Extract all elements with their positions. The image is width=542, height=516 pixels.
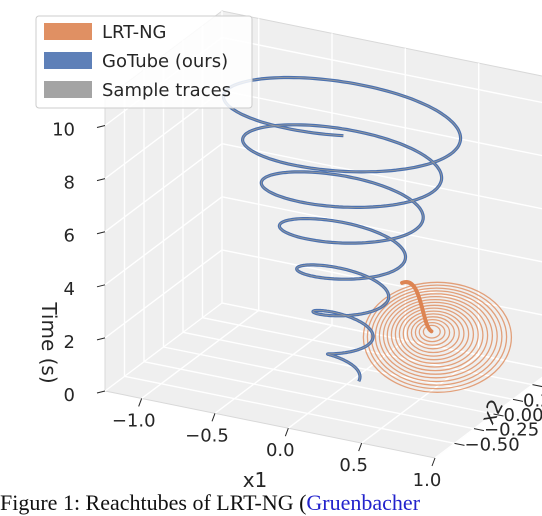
- y-tick-mark: [473, 428, 485, 432]
- lrt-ng-ring: [414, 318, 451, 346]
- grid-line: [202, 317, 533, 386]
- grid-line: [104, 302, 223, 392]
- z-tick-mark: [96, 178, 106, 182]
- legend-label: Sample traces: [102, 80, 231, 101]
- x-tick-mark: [431, 457, 436, 467]
- z-tick-label: 4: [64, 279, 75, 300]
- z-axis-label: Time (s): [37, 301, 61, 383]
- z-tick-label: 0: [64, 385, 75, 406]
- grid-line: [143, 361, 475, 430]
- grid-line: [124, 375, 455, 444]
- x-axis-label-letter: x1: [243, 468, 268, 492]
- x-tick-label: 0.5: [339, 455, 368, 476]
- legend-label: GoTube (ours): [102, 51, 228, 72]
- z-tick-mark: [96, 231, 106, 235]
- y-tick-mark: [493, 413, 504, 417]
- y-tick-label: 0.00: [504, 405, 542, 426]
- x-tick-mark: [211, 413, 216, 422]
- y-tick-label: −0.25: [484, 420, 539, 441]
- lrt-ng-trajectory: [400, 280, 434, 334]
- lrt-ng-ring: [390, 301, 479, 368]
- lrt-ng-reachtube: [362, 280, 513, 393]
- x-tick-label: 1.0: [413, 470, 442, 491]
- y-tick-label: −0.50: [465, 434, 520, 455]
- y-tick-mark: [454, 442, 465, 446]
- lrt-ng-ring: [382, 295, 489, 375]
- grid-line: [182, 331, 514, 400]
- y-tick-mark: [532, 384, 542, 388]
- grid-line: [221, 143, 542, 210]
- z-tick-label: 8: [64, 173, 75, 194]
- lrt-ng-ring: [406, 313, 460, 354]
- grid-line: [104, 249, 223, 339]
- z-tick-label: 2: [64, 332, 75, 353]
- z-tick-label: 10: [52, 120, 75, 141]
- lrt-ng-ring: [418, 321, 446, 343]
- caption-prefix: Figure 1: Reachtubes of LRT-NG (: [0, 490, 307, 515]
- grid-line: [163, 346, 494, 415]
- z-tick-labels: 0 2 4 6 8 10: [52, 120, 106, 406]
- y-tick-labels: −0.50−0.250.000.250.500.75: [454, 384, 542, 455]
- lrt-ng-ring: [370, 287, 503, 386]
- lrt-ng-ring: [398, 307, 470, 361]
- lrt-ng-ring: [402, 310, 465, 357]
- plot-series: [221, 75, 513, 393]
- lrt-ng-ring: [362, 281, 513, 393]
- lrt-ng-ring: [366, 284, 508, 390]
- grid-line: [221, 89, 542, 157]
- lrt-ng-ring: [378, 293, 494, 379]
- sample-traces: [222, 77, 462, 382]
- lrt-ng-ring: [410, 316, 456, 350]
- legend-swatch: [44, 81, 92, 98]
- z-tick-mark: [96, 390, 106, 394]
- lrt-ng-ring: [386, 298, 484, 372]
- z-tick-mark: [96, 284, 106, 288]
- z-tick-label: 6: [64, 226, 75, 247]
- grid-line: [104, 143, 223, 233]
- legend: LRT-NG GoTube (ours) Sample traces: [35, 15, 253, 109]
- grid-line: [104, 196, 223, 286]
- z-tick-mark: [96, 125, 106, 129]
- y-tick-mark: [512, 398, 524, 402]
- x-tick-mark: [284, 428, 289, 437]
- x-tick-mark: [358, 442, 363, 452]
- legend-label: LRT-NG: [102, 22, 166, 43]
- lrt-ng-ring: [422, 324, 441, 339]
- lrt-ng-ring: [374, 290, 498, 383]
- lrt-ng-ring: [394, 304, 475, 364]
- x-tick-mark: [138, 398, 143, 407]
- grid-line: [221, 36, 542, 104]
- x-axis-label: x1: [243, 468, 268, 492]
- z-tick-mark: [96, 337, 106, 341]
- caption-citation-link[interactable]: Gruenbacher: [306, 490, 421, 515]
- x-tick-labels: −1.0 −0.5 0.0 0.5 1.0: [112, 398, 441, 491]
- legend-swatch: [44, 23, 92, 40]
- x-tick-label: −0.5: [185, 425, 229, 446]
- figure-caption: Figure 1: Reachtubes of LRT-NG (Gruenbac…: [0, 490, 542, 516]
- x-tick-label: −1.0: [112, 410, 156, 431]
- grid-line: [221, 196, 542, 263]
- x-tick-label: 0.0: [266, 440, 295, 461]
- legend-swatch: [44, 52, 92, 69]
- y-tick-label: 0.25: [523, 390, 542, 411]
- grid-line: [221, 249, 542, 316]
